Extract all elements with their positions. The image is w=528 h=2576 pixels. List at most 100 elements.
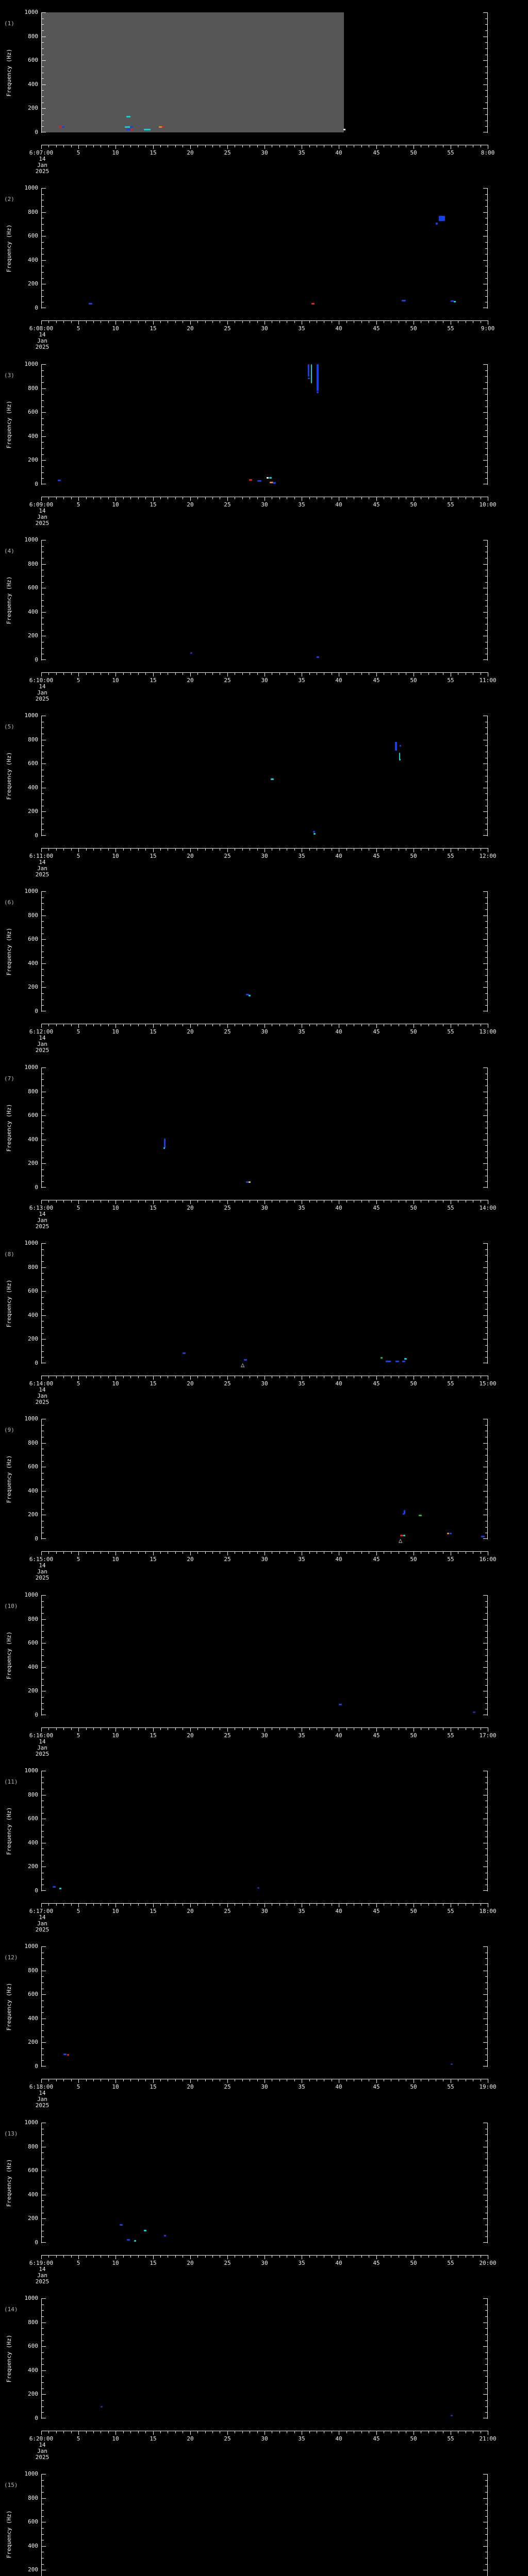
spectrogram-detection (436, 223, 438, 225)
x-tick (175, 849, 176, 851)
y-tick (485, 442, 487, 443)
y-tick (42, 1958, 44, 1959)
spectrogram-detection (395, 1361, 399, 1362)
y-tick-label: 400 (28, 2015, 38, 2022)
x-tick (160, 849, 161, 851)
spectrogram-streak (308, 364, 309, 377)
x-tick (153, 673, 154, 676)
spectrogram-detection (399, 759, 401, 760)
y-tick (483, 835, 487, 836)
x-tick-label: 55 (447, 2435, 454, 2442)
x-tick (346, 1376, 347, 1378)
x-tick (93, 2256, 94, 2258)
y-tick (42, 2564, 44, 2565)
y-tick (42, 272, 44, 273)
y-tick (485, 1133, 487, 1134)
x-tick (145, 1200, 146, 1202)
x-tick (71, 1376, 72, 1378)
y-tick (485, 2400, 487, 2401)
y-tick-label: 1000 (24, 712, 39, 719)
x-tick (212, 2256, 213, 2258)
y-tick-label: 800 (28, 1616, 38, 1622)
y-tick (42, 2316, 44, 2317)
x-tick-label: 55 (447, 1908, 454, 1914)
x-tick (242, 497, 243, 499)
y-tick (485, 1351, 487, 1352)
x-tick (376, 321, 377, 325)
y-tick (483, 436, 487, 437)
x-tick-label: 5 (76, 677, 80, 684)
y-tick-label: 600 (28, 1815, 38, 1822)
x-tick (190, 2431, 191, 2435)
y-tick (42, 2334, 44, 2335)
y-axis-right-spine (487, 1771, 488, 1891)
y-tick-label: 1000 (24, 1767, 39, 1774)
x-tick (78, 2256, 79, 2259)
x-tick-label: 35 (298, 677, 305, 684)
x-tick-label: 55 (447, 149, 454, 156)
x-tick (428, 321, 429, 323)
x-tick (108, 1904, 109, 1906)
y-tick (483, 2394, 487, 2395)
y-tick-label: 200 (28, 1863, 38, 1870)
y-tick (42, 999, 44, 1000)
x-tick (153, 321, 154, 325)
y-tick-label: 200 (28, 105, 38, 111)
y-tick-label: 400 (28, 608, 38, 615)
y-tick-label: 400 (28, 81, 38, 88)
x-tick-label: 50 (410, 501, 417, 508)
x-tick (41, 1376, 42, 1380)
y-tick (42, 1297, 44, 1298)
x-tick-label: 45 (373, 2435, 380, 2442)
y-tick (485, 1601, 487, 1602)
x-tick (93, 2431, 94, 2433)
y-tick (42, 90, 44, 91)
x-tick-label: 15:00 (479, 1380, 497, 1387)
x-tick (294, 2431, 295, 2433)
y-tick (42, 2012, 44, 2013)
y-axis-right-spine (487, 2123, 488, 2243)
x-tick (294, 1376, 295, 1378)
y-tick (485, 2048, 487, 2049)
x-tick (212, 2431, 213, 2433)
x-tick (361, 673, 362, 675)
x-tick (56, 673, 57, 675)
spectrogram-detection (130, 129, 133, 130)
y-tick (483, 963, 487, 964)
x-tick (428, 497, 429, 499)
y-tick (42, 460, 46, 461)
spectrogram-detection (126, 129, 131, 130)
x-tick (48, 849, 49, 851)
spectrogram-detection (126, 116, 130, 117)
x-tick-label: 30 (261, 1732, 268, 1739)
y-tick (485, 1958, 487, 1959)
x-tick (160, 673, 161, 675)
x-tick (346, 2256, 347, 2258)
x-tick (71, 1904, 72, 1906)
y-tick (485, 478, 487, 479)
x-tick (227, 145, 228, 149)
x-tick (145, 1728, 146, 1730)
x-tick-label: 20:00 (479, 2260, 497, 2266)
x-tick (175, 673, 176, 675)
spectrogram-detection (144, 2230, 146, 2231)
y-tick (483, 1115, 487, 1116)
spectrogram-detection (402, 300, 406, 301)
x-tick-label: 15 (150, 677, 157, 684)
y-tick (485, 230, 487, 231)
y-tick (485, 897, 487, 898)
x-tick (212, 321, 213, 323)
x-tick-label: 10 (112, 1908, 119, 1914)
y-tick (485, 1637, 487, 1638)
x-tick (145, 673, 146, 675)
x-tick-label: 15 (150, 853, 157, 859)
y-tick-label: 400 (28, 960, 38, 967)
x-tick (123, 321, 124, 323)
y-axis-title: Frequency (Hz) (6, 1807, 12, 1855)
x-tick (257, 1024, 258, 1026)
y-tick-label: 0 (35, 1535, 38, 1542)
y-tick (42, 194, 44, 195)
y-tick-label: 1000 (24, 1415, 39, 1422)
panel-number-label: (10) (4, 1603, 18, 1609)
